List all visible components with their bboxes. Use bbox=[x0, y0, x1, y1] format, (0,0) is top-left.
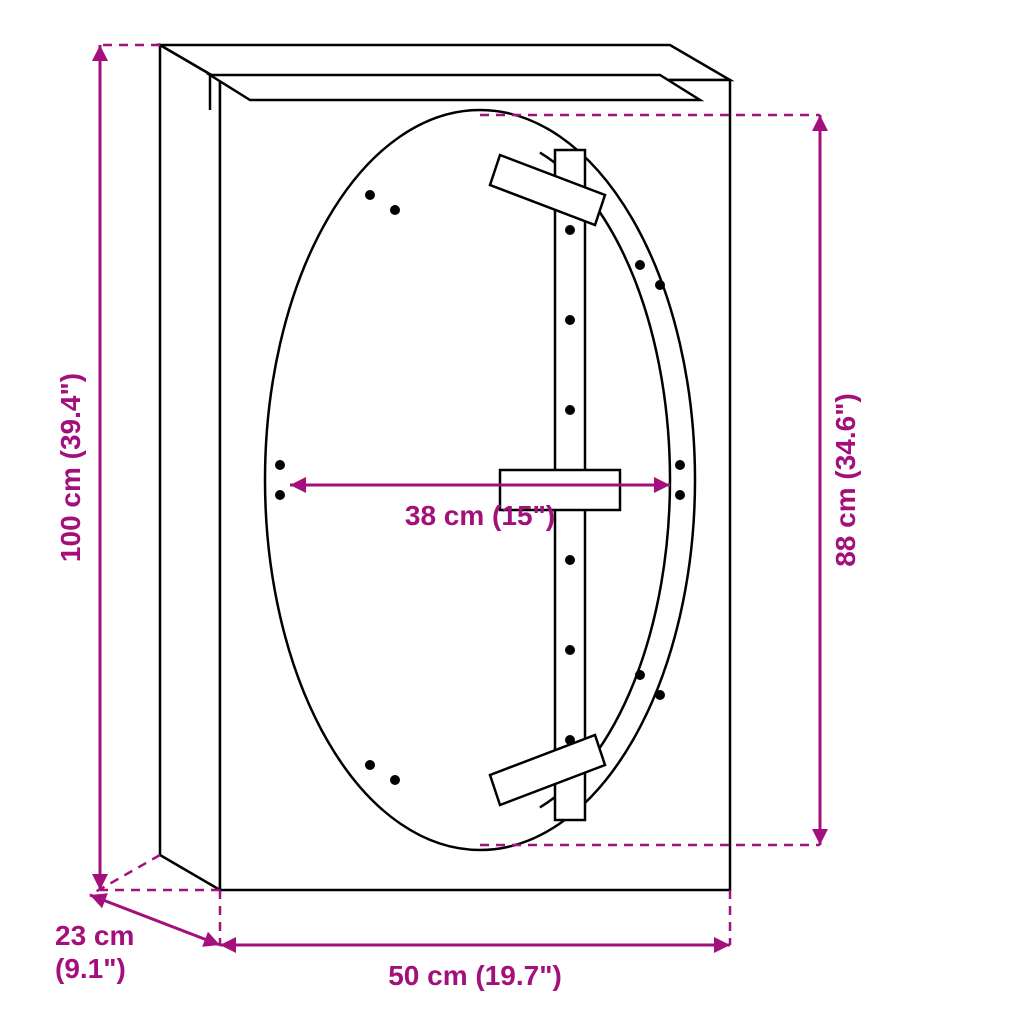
dim-inner-width-label: 38 cm (15") bbox=[405, 500, 555, 531]
dim-depth-label-line1: 23 cm bbox=[55, 920, 134, 951]
dim-inner-height-label: 88 cm (34.6") bbox=[830, 393, 861, 567]
dim-height-label: 100 cm (39.4") bbox=[55, 373, 86, 562]
dim-depth-label-line2: (9.1") bbox=[55, 953, 126, 984]
dim-width: 50 cm (19.7") bbox=[220, 890, 730, 991]
cabinet-outline bbox=[160, 45, 730, 890]
dim-width-label: 50 cm (19.7") bbox=[388, 960, 562, 991]
